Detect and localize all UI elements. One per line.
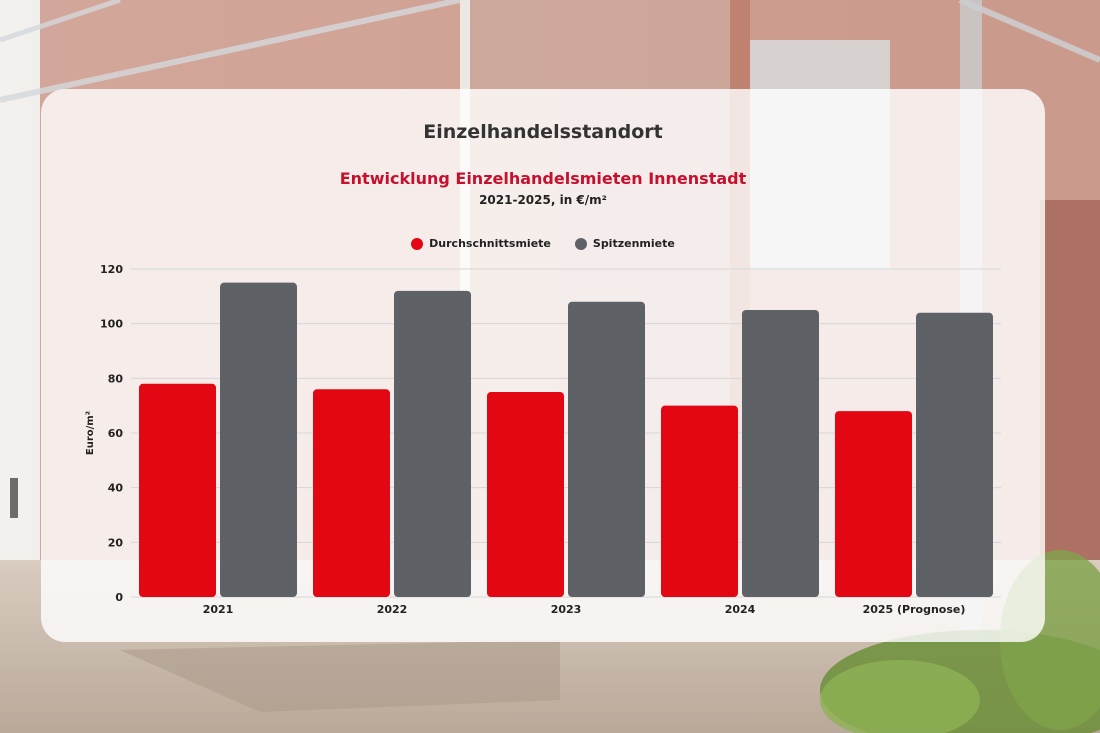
- chart-legend: Durchschnittsmiete Spitzenmiete: [41, 237, 1045, 250]
- y-tick-label: 0: [115, 591, 123, 604]
- x-tick-label: 2024: [725, 603, 756, 616]
- y-axis-label: Euro/m²: [85, 411, 96, 455]
- x-tick-label: 2025 (Prognose): [863, 603, 966, 616]
- bar-durchschnittsmiete-3: [661, 405, 738, 597]
- bar-spitzenmiete-2: [568, 301, 645, 597]
- x-tick-label: 2021: [203, 603, 234, 616]
- chart-card: Einzelhandelsstandort Entwicklung Einzel…: [41, 89, 1045, 642]
- y-tick-label: 100: [100, 318, 123, 331]
- chart-subtitle: 2021-2025, in €/m²: [479, 193, 607, 207]
- bar-spitzenmiete-0: [220, 282, 297, 597]
- y-tick-label: 20: [108, 536, 124, 549]
- bar-spitzenmiete-3: [742, 310, 819, 597]
- bar-durchschnittsmiete-2: [487, 392, 564, 597]
- x-tick-label: 2023: [551, 603, 582, 616]
- bar-chart: 0 20 40 60 80 100 120 Euro/m² 2021 2022 2023 2024 20…: [85, 263, 1001, 616]
- y-tick-label: 60: [108, 427, 124, 440]
- legend-swatch-durchschnittsmiete: [411, 237, 424, 250]
- legend-swatch-spitzenmiete: [574, 237, 587, 250]
- bar-durchschnittsmiete-0: [139, 383, 216, 597]
- page-heading: Einzelhandelsstandort: [423, 121, 663, 143]
- legend-label-spitzenmiete: Spitzenmiete: [592, 237, 675, 250]
- bar-spitzenmiete-4: [916, 312, 993, 597]
- chart-title: Entwicklung Einzelhandelsmieten Innensta…: [339, 169, 747, 188]
- legend-label-durchschnittsmiete: Durchschnittsmiete: [429, 237, 551, 250]
- y-tick-label: 120: [100, 263, 123, 276]
- bar-spitzenmiete-1: [394, 290, 471, 597]
- legend-item-durchschnittsmiete: Durchschnittsmiete: [411, 237, 551, 250]
- y-tick-label: 80: [108, 372, 124, 385]
- x-tick-label: 2022: [377, 603, 408, 616]
- legend-item-spitzenmiete: Spitzenmiete: [574, 237, 675, 250]
- bar-durchschnittsmiete-1: [313, 389, 390, 597]
- y-tick-label: 40: [108, 482, 124, 495]
- bar-durchschnittsmiete-4: [835, 411, 912, 597]
